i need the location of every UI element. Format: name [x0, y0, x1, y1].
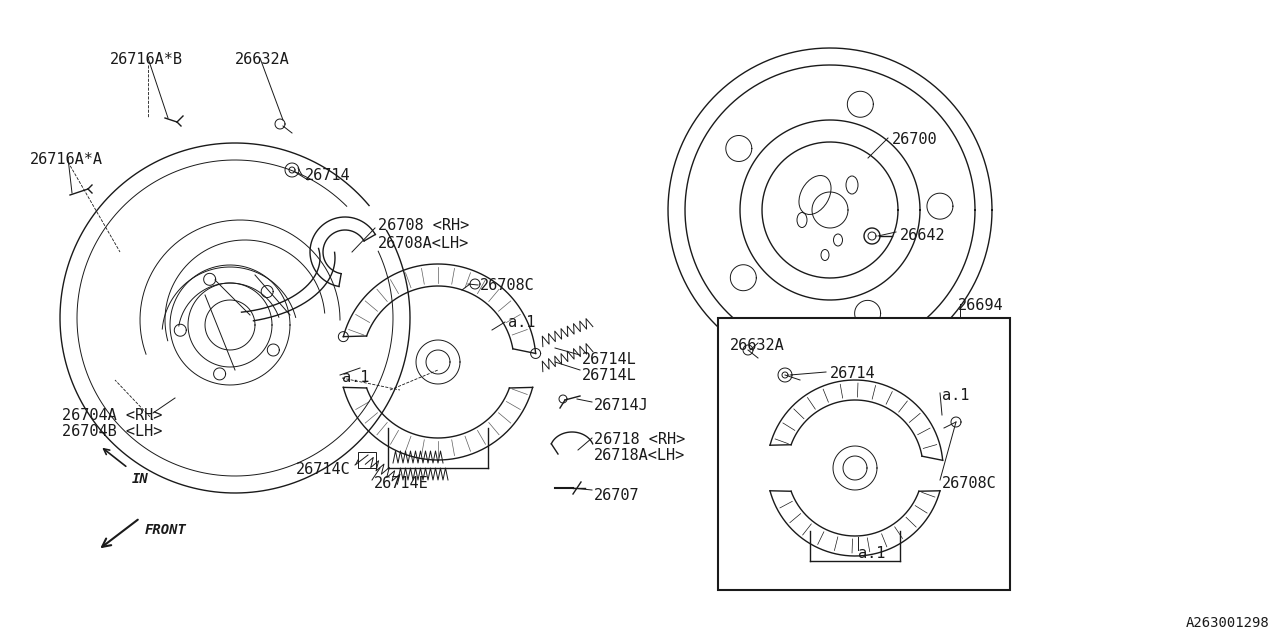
Text: A263001298: A263001298: [1187, 616, 1270, 630]
Text: 26718 <RH>: 26718 <RH>: [594, 432, 685, 447]
Text: 26714L: 26714L: [582, 352, 636, 367]
Text: 26708C: 26708C: [942, 476, 997, 491]
Text: 26716A*A: 26716A*A: [29, 152, 102, 167]
Text: 26714E: 26714E: [374, 476, 429, 491]
Text: 26704A <RH>: 26704A <RH>: [61, 408, 163, 423]
Bar: [358, 452, 376, 468]
Text: 26708A<LH>: 26708A<LH>: [378, 236, 470, 251]
Text: 26708 <RH>: 26708 <RH>: [378, 218, 470, 233]
Text: IN: IN: [132, 472, 148, 486]
Text: 26700: 26700: [892, 132, 938, 147]
Text: 26632A: 26632A: [730, 338, 785, 353]
Text: 26632A: 26632A: [236, 52, 289, 67]
Text: a.1: a.1: [858, 546, 886, 561]
Text: a.1: a.1: [508, 315, 535, 330]
Text: 26714C: 26714C: [296, 462, 351, 477]
Text: 26708C: 26708C: [480, 278, 535, 293]
Text: a.1: a.1: [342, 370, 370, 385]
Text: 26714L: 26714L: [582, 368, 636, 383]
Text: 26704B <LH>: 26704B <LH>: [61, 424, 163, 439]
Bar: [718, 318, 1010, 590]
Text: 26707: 26707: [594, 488, 640, 503]
Text: a.1: a.1: [942, 388, 969, 403]
Text: 26714J: 26714J: [594, 398, 649, 413]
Text: 26718A<LH>: 26718A<LH>: [594, 448, 685, 463]
Text: 26714: 26714: [829, 366, 876, 381]
Text: FRONT: FRONT: [145, 523, 187, 537]
Text: 26694: 26694: [957, 298, 1004, 313]
Text: 26714: 26714: [305, 168, 351, 183]
Text: 26642: 26642: [900, 228, 946, 243]
Text: 26716A*B: 26716A*B: [110, 52, 183, 67]
